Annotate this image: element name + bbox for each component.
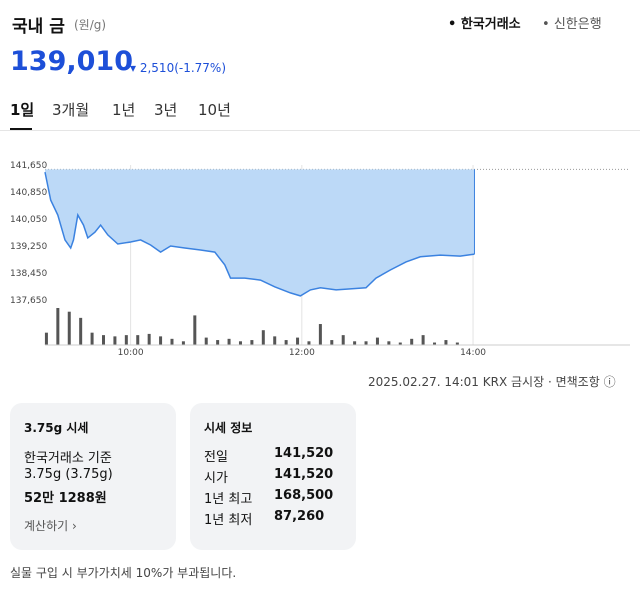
- tab[interactable]: 3년: [154, 101, 178, 119]
- volume-bar: [387, 341, 391, 345]
- row-label: 1년 최고: [204, 492, 253, 507]
- tab[interactable]: 1년: [112, 101, 136, 119]
- source-tab[interactable]: • 신한은행: [542, 17, 602, 32]
- y-tick-label: 140,050: [10, 215, 47, 225]
- volume-bar: [113, 336, 117, 345]
- tab-underline: [10, 128, 32, 130]
- volume-bar: [296, 337, 300, 345]
- card-title: 시세 정보: [204, 421, 253, 435]
- card-text: 한국거래소 기준: [24, 451, 112, 466]
- volume-bar: [67, 311, 71, 345]
- volume-bar: [455, 342, 459, 345]
- row-value: 141,520: [274, 467, 334, 482]
- volume-bar: [136, 335, 140, 345]
- volume-bar: [238, 341, 242, 345]
- volume-bar: [159, 336, 163, 345]
- volume-bar: [170, 338, 174, 345]
- x-tick-label: 10:00: [118, 348, 144, 358]
- row-value: 168,500: [274, 488, 334, 503]
- tab[interactable]: 1일: [10, 101, 35, 119]
- source-tab[interactable]: • 한국거래소: [448, 17, 521, 32]
- card-title: 3.75g 시세: [24, 421, 89, 435]
- card-price: 52만 1288원: [24, 491, 107, 506]
- source-label: 한국거래소: [460, 17, 521, 32]
- unit: (원/g): [74, 18, 107, 32]
- volume-bar: [307, 341, 311, 345]
- row-value: 87,260: [274, 509, 325, 524]
- y-tick-label: 141,650: [10, 161, 47, 171]
- divider: [0, 130, 640, 131]
- card-text: 3.75g (3.75g): [24, 467, 113, 482]
- y-tick-label: 139,250: [10, 242, 47, 252]
- volume-bar: [261, 330, 265, 345]
- volume-bar: [102, 335, 105, 345]
- change: ▾ 2,510(-1.77%): [130, 61, 227, 75]
- volume-bar: [227, 338, 231, 345]
- link-text: 계산하기: [24, 519, 69, 533]
- volume-bar: [90, 332, 94, 345]
- row-label: 시가: [204, 471, 228, 486]
- volume-bar: [410, 338, 414, 345]
- price: 139,010: [10, 46, 133, 77]
- volume-bar: [444, 340, 448, 345]
- market: KRX 금시장: [482, 375, 545, 389]
- card: 3.75g 시세 한국거래소 기준 3.75g (3.75g) 52만 1288…: [10, 403, 176, 550]
- change-pct: (-1.77%): [174, 61, 227, 75]
- row-label: 전일: [204, 450, 228, 465]
- row-value: 141,520: [274, 446, 334, 461]
- y-tick-label: 140,850: [10, 188, 47, 198]
- volume-bar: [216, 340, 220, 345]
- volume-bar: [273, 336, 277, 345]
- x-tick-label: 14:00: [460, 348, 486, 358]
- volume-bar: [124, 335, 128, 345]
- calc-link[interactable]: 계산하기 ›: [24, 519, 77, 533]
- x-tick-label: 12:00: [289, 348, 315, 358]
- y-tick-label: 137,650: [10, 296, 47, 306]
- volume-bar: [375, 337, 379, 345]
- card: 시세 정보 전일 141,520 시가 141,520 1년 최고 168,500 1년 최…: [190, 403, 356, 550]
- y-tick-label: 138,450: [10, 269, 47, 279]
- line: [44, 171, 475, 297]
- change-value: 2,510: [139, 61, 175, 75]
- volume-bar: [330, 340, 334, 345]
- timestamp: 2025.02.27. 14:01: [368, 375, 479, 389]
- volume-bar: [341, 335, 345, 345]
- row-label: 1년 최저: [204, 513, 253, 528]
- volume-bar: [421, 335, 425, 345]
- volume-bar: [56, 308, 60, 345]
- chart: 137,650 138,450 139,250 140,050 140,850 141,6…: [10, 161, 630, 358]
- volume-bar: [318, 324, 322, 345]
- title: 국내 금: [12, 17, 65, 37]
- note: 실물 구입 시 부가가치세 10%가 부과됩니다.: [10, 566, 237, 580]
- volume-bar: [250, 340, 254, 345]
- source-label: 신한은행: [553, 17, 602, 32]
- volume-bar: [79, 317, 83, 345]
- volume-bar: [181, 341, 185, 345]
- tab[interactable]: 10년: [198, 101, 231, 119]
- volume-bar: [147, 333, 151, 345]
- area: [45, 169, 475, 296]
- footer-info: 2025.02.27. 14:01 KRX 금시장 · 면책조항 ⓘ: [368, 375, 616, 389]
- volume-bar: [364, 341, 368, 345]
- volume-bar: [398, 342, 402, 345]
- volume-bar: [284, 340, 288, 345]
- disclaimer[interactable]: 면책조항: [555, 375, 600, 389]
- volume-bar: [193, 315, 197, 345]
- volume-bar: [433, 342, 437, 345]
- tab[interactable]: 3개월: [52, 101, 90, 119]
- volume-bar: [44, 332, 48, 345]
- volume-bar: [204, 337, 208, 345]
- volume-bar: [353, 341, 357, 345]
